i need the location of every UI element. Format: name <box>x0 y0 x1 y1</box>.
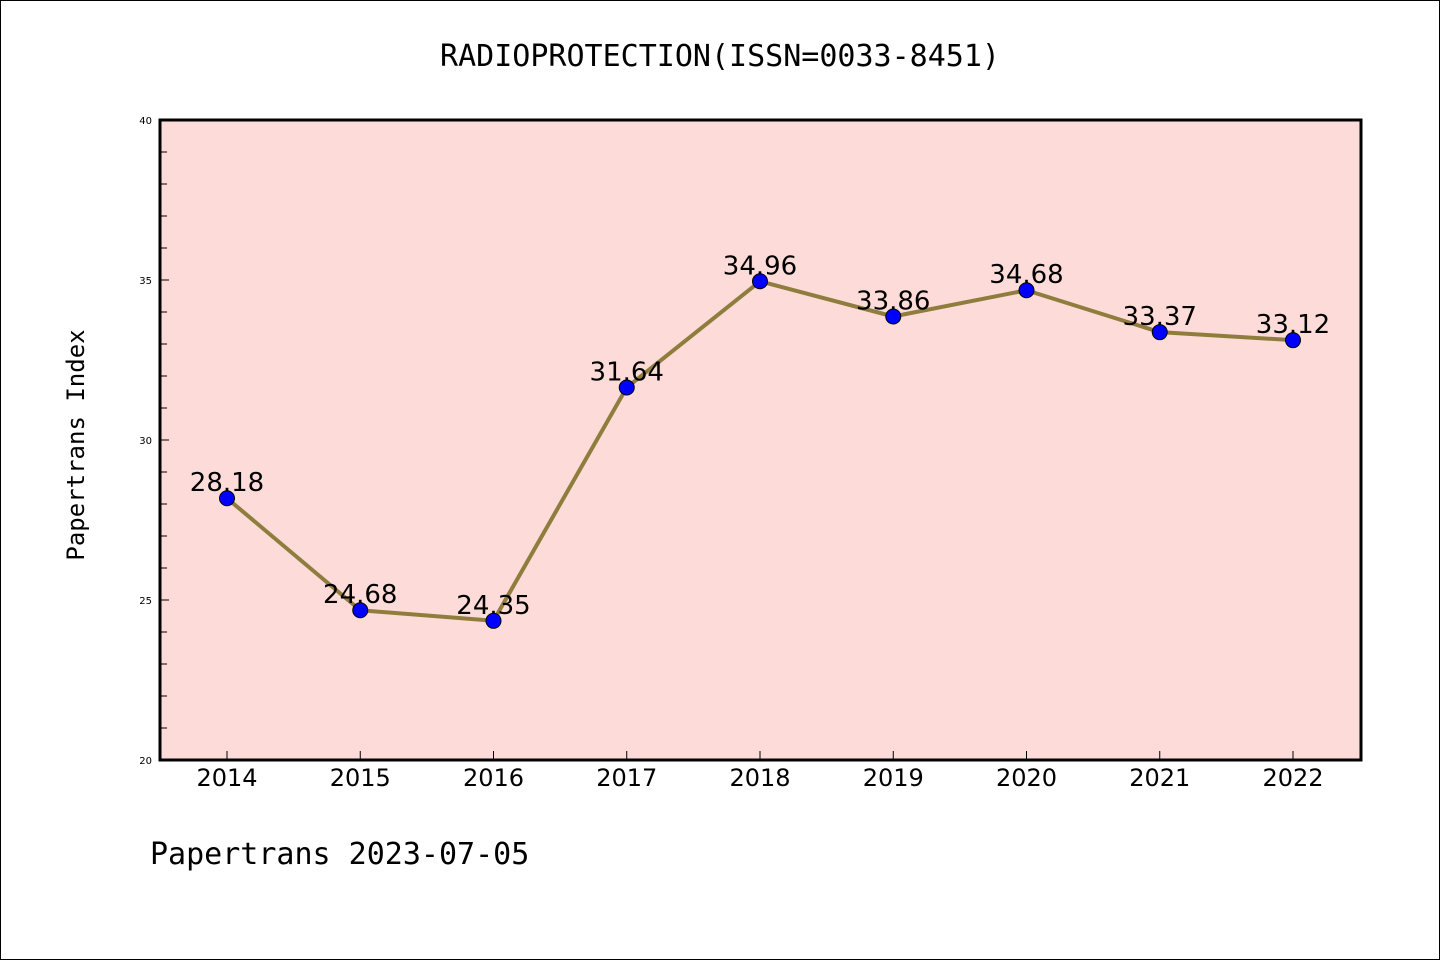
y-axis-label: Papertrans Index <box>62 329 90 560</box>
data-label: 24.68 <box>323 580 397 610</box>
plot-area <box>160 120 1361 760</box>
data-label: 33.37 <box>1123 302 1197 332</box>
x-tick-label: 2021 <box>1129 764 1190 792</box>
x-tick-label: 2018 <box>729 764 790 792</box>
footer-watermark: Papertrans 2023-07-05 <box>150 837 529 872</box>
y-tick-label: 20 <box>139 756 152 767</box>
data-point <box>885 308 902 325</box>
y-tick-label: 30 <box>139 436 152 447</box>
x-tick-label: 2019 <box>863 764 924 792</box>
x-tick-label: 2022 <box>1262 764 1323 792</box>
data-point <box>485 612 502 629</box>
chart-title: RADIOPROTECTION(ISSN=0033-8451) <box>440 39 1000 74</box>
x-tick-label: 2016 <box>463 764 524 792</box>
x-axis: 2014 2015 2016 2017 2018 2019 2020 2021 2022 <box>196 751 1324 792</box>
data-label: 34.96 <box>723 251 797 281</box>
data-point <box>219 490 235 507</box>
data-point <box>752 273 768 290</box>
series-markers <box>219 273 1301 629</box>
data-label: 24.35 <box>456 591 530 621</box>
x-tick-label: 2020 <box>996 764 1057 792</box>
data-point <box>1285 332 1301 349</box>
x-tick-label: 2017 <box>596 764 657 792</box>
y-tick-label: 40 <box>139 116 152 127</box>
data-label: 28.18 <box>190 468 264 498</box>
data-point <box>1018 282 1035 299</box>
y-tick-label: 25 <box>139 596 152 607</box>
x-tick-label: 2014 <box>196 764 257 792</box>
data-labels: 28.18 24.68 24.35 31.64 34.96 33.86 34.68 33.37… <box>190 251 1330 621</box>
plot-border <box>158 118 1363 762</box>
data-label: 33.86 <box>856 286 930 316</box>
data-point <box>352 602 369 619</box>
data-label: 31.64 <box>590 358 664 388</box>
data-point <box>618 379 635 396</box>
y-tick-label: 35 <box>139 276 152 287</box>
data-label: 34.68 <box>989 260 1063 290</box>
data-label: 33.12 <box>1256 310 1330 340</box>
data-point <box>1151 324 1168 341</box>
x-tick-label: 2015 <box>330 764 391 792</box>
